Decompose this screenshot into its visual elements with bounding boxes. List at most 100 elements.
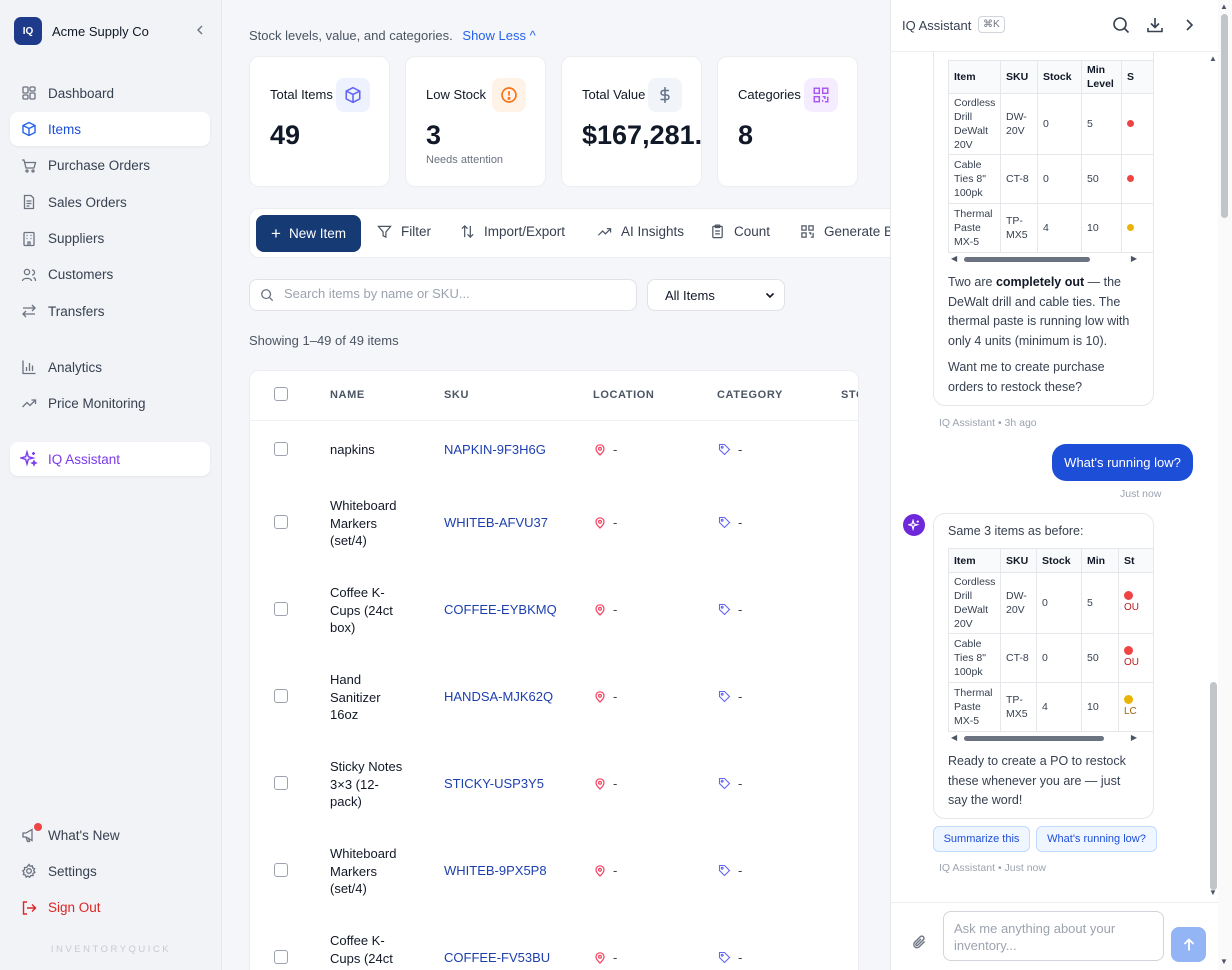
table-header-cell: St — [1118, 548, 1153, 573]
row-checkbox[interactable] — [274, 689, 288, 703]
item-sku[interactable]: HANDSA-MJK62Q — [444, 689, 554, 704]
sidebar-item-dashboard[interactable]: Dashboard — [10, 76, 210, 110]
category-value: - — [738, 863, 743, 878]
table-cell: Cable Ties 8" 100pk — [948, 154, 1001, 204]
sidebar-item-whats-new[interactable]: What's New — [10, 818, 210, 852]
sidebar-item-suppliers[interactable]: Suppliers — [10, 222, 210, 256]
new-item-button[interactable]: + New Item — [256, 215, 361, 252]
ai-insights-button[interactable]: AI Insights — [597, 224, 684, 239]
item-name[interactable]: Whiteboard Markers (set/4) — [330, 846, 397, 896]
column-header-category[interactable]: CATEGORY — [717, 389, 783, 401]
item-sku[interactable]: NAPKIN-9F3H6G — [444, 442, 546, 457]
table-row[interactable]: Whiteboard Markers (set/4) WHITEB-9PX5P8… — [250, 843, 858, 930]
table-row[interactable]: Sticky Notes 3×3 (12-pack) STICKY-USP3Y5… — [250, 756, 858, 843]
scroll-right-icon[interactable]: ▶ — [1130, 733, 1137, 742]
item-name[interactable]: Coffee K-Cups (24ct box) — [330, 585, 393, 635]
scrollbar-thumb[interactable] — [1210, 682, 1217, 890]
page-scrollbar[interactable]: ▲ ▼ — [1218, 0, 1232, 970]
sidebar-item-customers[interactable]: Customers — [10, 258, 210, 292]
table-horizontal-scrollbar[interactable]: ◀ ▶ — [948, 254, 1140, 264]
scroll-down-icon[interactable]: ▼ — [1220, 957, 1228, 966]
status-dot-icon — [1124, 695, 1133, 704]
map-pin-icon — [595, 603, 605, 616]
scrollbar-thumb[interactable] — [1221, 14, 1228, 218]
suggestion-chip-summarize[interactable]: Summarize this — [933, 826, 1030, 852]
sidebar-item-items[interactable]: Items — [10, 112, 210, 147]
row-checkbox[interactable] — [274, 863, 288, 877]
table-horizontal-scrollbar[interactable]: ◀ ▶ — [948, 733, 1140, 743]
import-export-button[interactable]: Import/Export — [460, 224, 565, 239]
search-input[interactable] — [284, 286, 624, 301]
sidebar-item-purchase-orders[interactable]: Purchase Orders — [10, 149, 210, 183]
sidebar-item-transfers[interactable]: Transfers — [10, 294, 210, 328]
sidebar-item-price-monitoring[interactable]: Price Monitoring — [10, 386, 210, 420]
show-less-toggle[interactable]: Show Less ^ — [462, 28, 536, 43]
table-row[interactable]: Whiteboard Markers (set/4) WHITEB-AFVU37… — [250, 495, 858, 582]
category-filter-select[interactable]: All Items — [647, 279, 785, 311]
item-sku[interactable]: COFFEE-EYBKMQ — [444, 602, 557, 617]
sidebar-item-analytics[interactable]: Analytics — [10, 350, 210, 384]
table-cell: Cordless Drill DeWalt 20V — [948, 572, 1001, 634]
row-checkbox[interactable] — [274, 950, 288, 964]
item-sku[interactable]: WHITEB-9PX5P8 — [444, 863, 547, 878]
stat-sublabel: Needs attention — [426, 154, 504, 166]
item-sku[interactable]: STICKY-USP3Y5 — [444, 776, 544, 791]
collapse-sidebar-icon[interactable] — [194, 23, 206, 40]
table-row[interactable]: Coffee K-Cups (24ct COFFEE-FV53BU - - — [250, 930, 858, 970]
notification-dot — [34, 823, 42, 831]
count-button[interactable]: Count — [710, 224, 770, 239]
table-row[interactable]: Hand Sanitizer 16oz HANDSA-MJK62Q - - — [250, 669, 858, 756]
item-sku[interactable]: COFFEE-FV53BU — [444, 950, 551, 965]
sidebar-item-settings[interactable]: Settings — [10, 854, 210, 888]
row-checkbox[interactable] — [274, 602, 288, 616]
scrollbar-thumb[interactable] — [964, 736, 1104, 741]
item-name[interactable]: Whiteboard Markers (set/4) — [330, 498, 397, 548]
generate-barcodes-button[interactable]: Generate B — [800, 224, 890, 239]
item-name[interactable]: napkins — [330, 442, 375, 457]
column-header-stock[interactable]: STO — [841, 389, 858, 401]
scroll-left-icon[interactable]: ◀ — [951, 733, 958, 742]
chevron-right-icon[interactable] — [1183, 16, 1197, 37]
location-value: - — [613, 602, 618, 617]
column-header-sku[interactable]: SKU — [444, 389, 470, 401]
row-checkbox[interactable] — [274, 776, 288, 790]
scroll-up-icon[interactable]: ▲ — [1209, 54, 1217, 63]
suggestion-chip-running-low[interactable]: What's running low? — [1036, 826, 1157, 852]
item-name[interactable]: Sticky Notes 3×3 (12-pack) — [330, 759, 403, 809]
item-location: - — [594, 776, 617, 791]
item-sku[interactable]: WHITEB-AFVU37 — [444, 515, 549, 530]
column-header-name[interactable]: NAME — [330, 389, 365, 401]
stat-value: $167,281.0 — [582, 120, 702, 150]
sidebar-item-label: Price Monitoring — [48, 395, 146, 411]
search-icon[interactable] — [1112, 16, 1130, 37]
column-header-location[interactable]: LOCATION — [593, 389, 655, 401]
send-button[interactable] — [1171, 927, 1206, 962]
category-value: - — [738, 602, 743, 617]
sidebar-item-iq-assistant[interactable]: IQ Assistant — [10, 442, 210, 476]
scroll-right-icon[interactable]: ▶ — [1130, 254, 1137, 263]
organization-name[interactable]: Acme Supply Co — [52, 23, 149, 39]
items-toolbar: + New Item Filter Import/Export AI Insig… — [249, 208, 890, 258]
filter-button[interactable]: Filter — [377, 224, 431, 239]
chat-scrollbar[interactable]: ▲ ▼ — [1207, 52, 1221, 902]
generate-label: Generate B — [824, 224, 890, 239]
brand-logo[interactable]: IQ — [14, 17, 42, 45]
chat-message-input[interactable] — [943, 911, 1164, 961]
scrollbar-thumb[interactable] — [964, 257, 1090, 262]
row-checkbox[interactable] — [274, 442, 288, 456]
chat-input-area — [891, 902, 1232, 970]
sidebar-item-sales-orders[interactable]: Sales Orders — [10, 185, 210, 219]
table-row[interactable]: Coffee K-Cups (24ct box) COFFEE-EYBKMQ -… — [250, 582, 858, 669]
scroll-left-icon[interactable]: ◀ — [951, 254, 958, 263]
select-all-checkbox[interactable] — [274, 387, 288, 401]
sidebar-item-label: Purchase Orders — [48, 158, 151, 174]
row-checkbox[interactable] — [274, 515, 288, 529]
sidebar-item-sign-out[interactable]: Sign Out — [10, 891, 210, 925]
item-name[interactable]: Coffee K-Cups (24ct — [330, 933, 393, 966]
scroll-down-icon[interactable]: ▼ — [1209, 888, 1217, 897]
paperclip-icon[interactable] — [911, 934, 927, 953]
item-name[interactable]: Hand Sanitizer 16oz — [330, 672, 381, 722]
table-row[interactable]: napkins NAPKIN-9F3H6G - - — [250, 421, 858, 508]
scroll-up-icon[interactable]: ▲ — [1220, 2, 1228, 11]
download-icon[interactable] — [1146, 16, 1164, 37]
